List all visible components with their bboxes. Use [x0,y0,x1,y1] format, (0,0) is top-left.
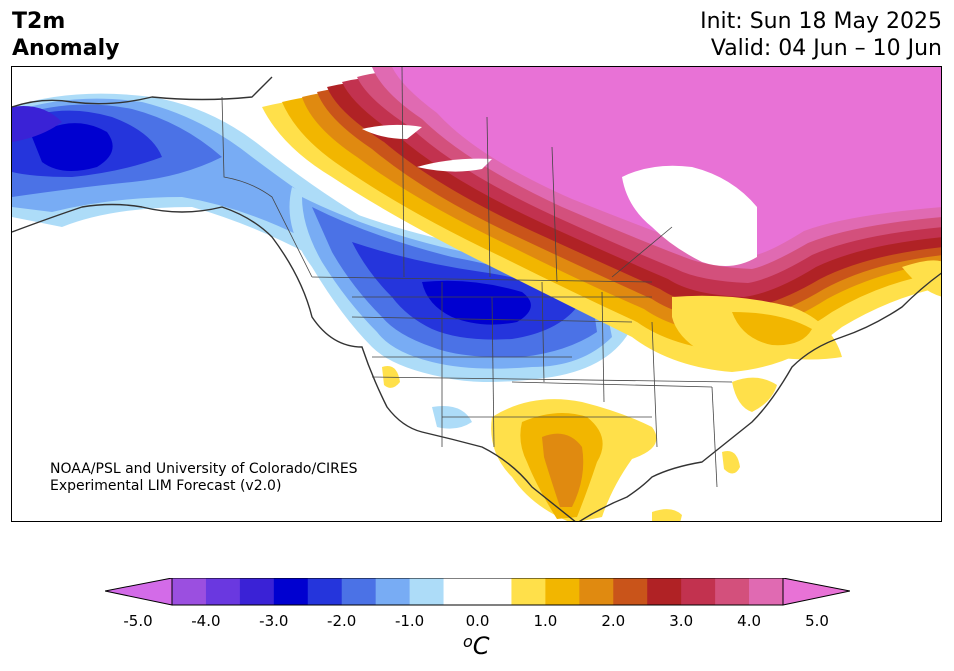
colorbar-cell [307,578,343,605]
title-block-left: T2m Anomaly [12,8,119,62]
title-block-right: Init: Sun 18 May 2025 Valid: 04 Jun – 10… [700,8,942,62]
colorbar-cell [647,578,682,605]
coastlines [12,76,941,521]
colorbar-cell [545,578,580,605]
central-deep-blue-region [422,280,531,325]
anomaly-map: NOAA/PSL and University of Colorado/CIRE… [11,66,942,522]
florida-yellow-region [722,451,740,474]
title-anomaly: Anomaly [12,36,120,61]
title-variable: T2m [12,9,66,34]
political-borders [221,67,733,488]
colorbar-min-arrow [105,578,173,606]
init-date: Init: Sun 18 May 2025 [700,9,942,34]
colorbar-tick-label: -4.0 [191,612,221,630]
colorbar-tick-label: 1.0 [533,612,558,630]
great-lakes-gold-region [732,312,812,346]
credit-line-2: Experimental LIM Forecast (v2.0) [50,478,282,494]
colorbar-cell [239,578,275,605]
colorbar-cell [511,578,546,605]
colorbar-cell [443,578,478,605]
great-bear-lake [362,124,422,139]
colorbar-cell [273,578,309,605]
colorbar-tick-label: 5.0 [805,612,829,630]
hudson-bay [622,165,757,266]
colorbar-tick-label: -3.0 [259,612,289,630]
colorbar-cells [172,578,784,605]
colorbar-cell [341,578,377,605]
colorbar-tick-label: 4.0 [737,612,762,630]
colorbar-cell [749,578,784,605]
texas-orange-region [542,433,584,507]
colorbar-cell [375,578,411,605]
great-slave-lake [417,158,492,172]
colorbar-tick-label: 2.0 [601,612,626,630]
colorbar [105,578,850,606]
colorbar-max-arrow [782,578,850,606]
colorbar-cell [172,578,207,605]
canada-magenta-core [392,67,941,255]
colorbar-tick-label: 0.0 [465,612,490,630]
southeast-yellow-region [732,377,777,412]
yucatan-yellow-region [652,509,682,521]
colorbar-tick-label: -5.0 [123,612,153,630]
colorbar-cell [579,578,614,605]
credit-line-1: NOAA/PSL and University of Colorado/CIRE… [50,461,358,477]
colorbar-cell [477,578,512,605]
colorbar-cell [613,578,648,605]
colorbar-frame [171,578,784,606]
credit-text: NOAA/PSL and University of Colorado/CIRE… [50,461,358,495]
colorbar-cell [715,578,750,605]
colorbar-cell [409,578,445,605]
valid-range: Valid: 04 Jun – 10 Jun [710,36,942,61]
colorbar-tick-label: -1.0 [394,612,425,630]
colorbar-tick-label: -2.0 [327,612,357,630]
alaska-deep-blue-region [32,123,113,171]
map-canvas [12,67,941,521]
alaska-indigo-region [12,106,62,142]
colorbar-unit: oC [463,632,490,660]
colorbar-cell [681,578,716,605]
colorbar-tick-label: 3.0 [669,612,694,630]
nova-scotia-yellow-region [902,260,941,297]
colorbar-cell [205,578,241,605]
